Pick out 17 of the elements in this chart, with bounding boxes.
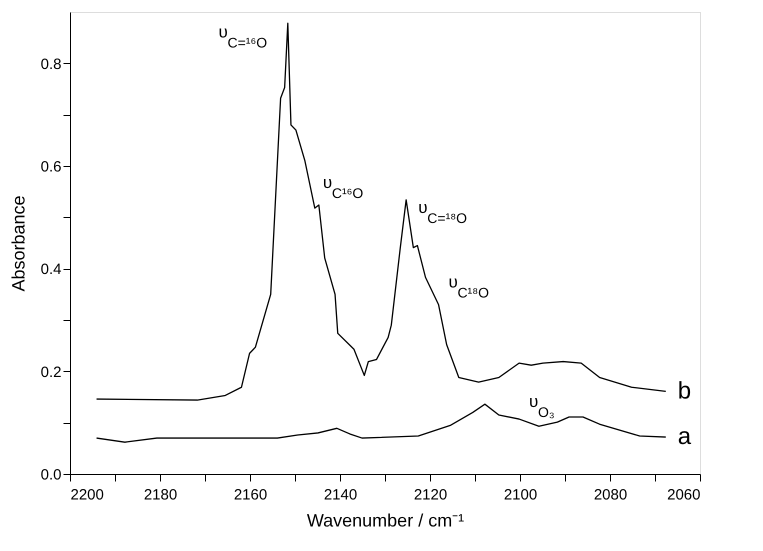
x-tick-label: 2060 (667, 486, 700, 504)
y-tick-label: 0.2 (40, 364, 62, 381)
x-tick-label: 2180 (144, 486, 178, 504)
x-tick-label: 2080 (594, 486, 628, 504)
y-tick-label: 0.6 (40, 158, 62, 176)
x-tick-label: 2120 (414, 486, 448, 504)
x-tick-label: 2100 (504, 486, 538, 504)
x-tick-label: 2160 (234, 486, 268, 504)
x-tick-label: 2200 (70, 486, 104, 504)
series-label: a (678, 423, 692, 450)
series-label: b (678, 377, 692, 404)
x-tick-label: 2140 (324, 486, 358, 504)
y-tick-label: 0.0 (40, 466, 62, 484)
y-axis-title: Absorbance (8, 195, 29, 292)
y-tick-label: 0.8 (40, 56, 62, 73)
y-tick-label: 0.4 (40, 261, 62, 278)
x-axis-title: Wavenumber / cm⁻¹ (306, 510, 464, 530)
